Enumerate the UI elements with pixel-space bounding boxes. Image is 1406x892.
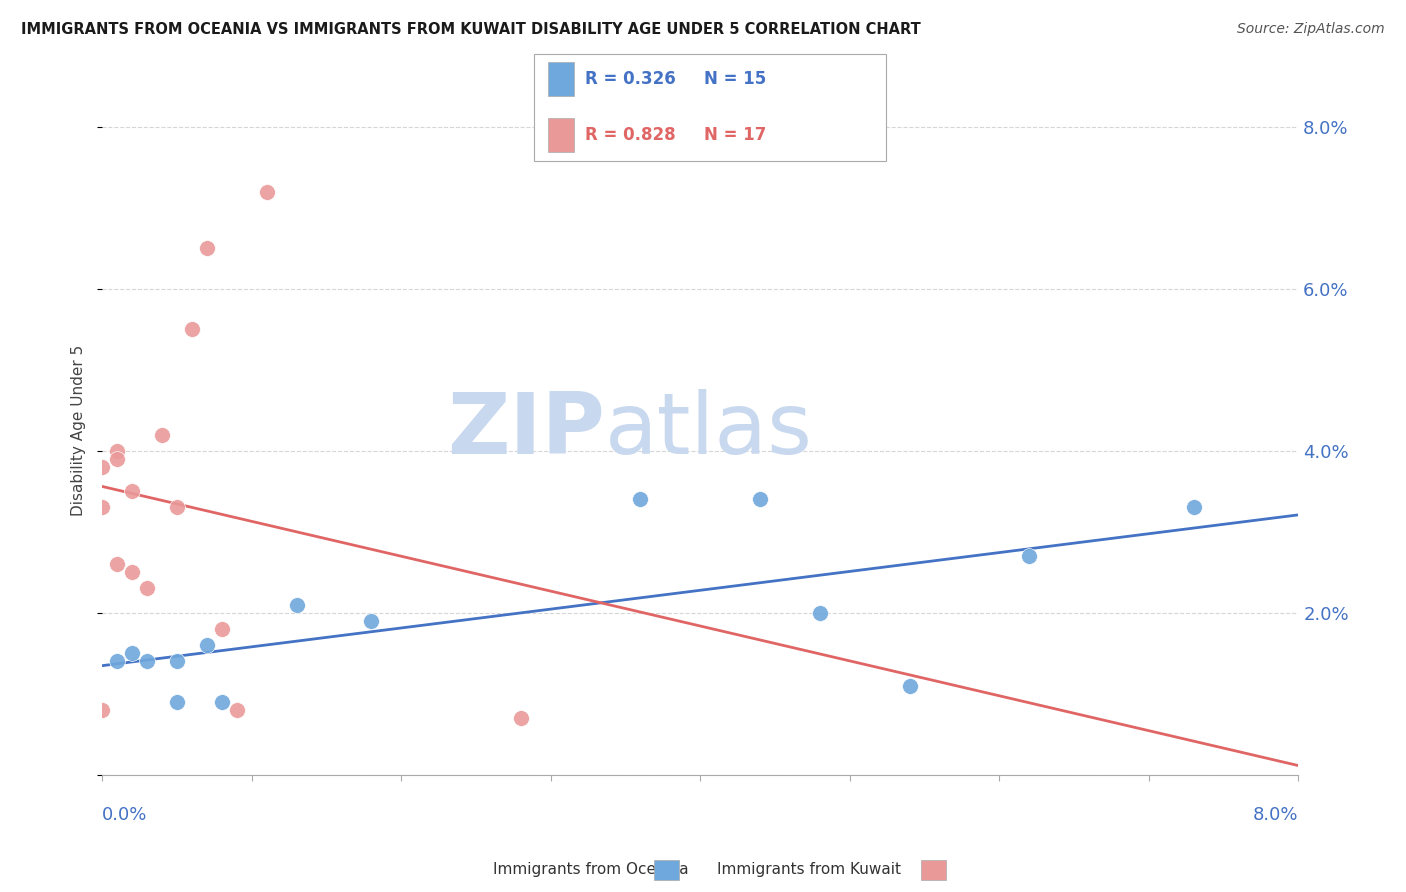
Point xyxy=(256,185,278,199)
Point xyxy=(136,582,159,596)
Text: R = 0.326: R = 0.326 xyxy=(585,70,676,88)
Point xyxy=(121,565,143,579)
Point xyxy=(1182,500,1205,515)
Point xyxy=(105,443,128,458)
Point xyxy=(91,459,114,474)
Point xyxy=(630,492,652,507)
Text: 8.0%: 8.0% xyxy=(1253,805,1298,823)
Point xyxy=(121,646,143,660)
Point xyxy=(211,695,233,709)
Text: ZIP: ZIP xyxy=(447,389,605,472)
Point xyxy=(121,484,143,499)
Point xyxy=(166,500,188,515)
Y-axis label: Disability Age Under 5: Disability Age Under 5 xyxy=(72,345,86,516)
Point xyxy=(166,654,188,668)
Point xyxy=(105,451,128,466)
Point xyxy=(808,606,831,620)
Point xyxy=(181,322,204,336)
Point xyxy=(509,711,531,725)
Text: R = 0.828: R = 0.828 xyxy=(585,126,675,144)
Text: Immigrants from Kuwait: Immigrants from Kuwait xyxy=(717,863,901,877)
Point xyxy=(285,598,308,612)
Point xyxy=(195,241,218,255)
Point xyxy=(211,622,233,636)
Text: atlas: atlas xyxy=(605,389,813,472)
Text: Immigrants from Oceania: Immigrants from Oceania xyxy=(494,863,689,877)
Point xyxy=(105,557,128,571)
Text: N = 15: N = 15 xyxy=(704,70,766,88)
Text: N = 17: N = 17 xyxy=(704,126,766,144)
Point xyxy=(898,679,921,693)
Text: IMMIGRANTS FROM OCEANIA VS IMMIGRANTS FROM KUWAIT DISABILITY AGE UNDER 5 CORRELA: IMMIGRANTS FROM OCEANIA VS IMMIGRANTS FR… xyxy=(21,22,921,37)
Point xyxy=(749,492,772,507)
Point xyxy=(1018,549,1040,563)
Point xyxy=(105,654,128,668)
Point xyxy=(360,614,382,628)
Point xyxy=(136,654,159,668)
Point xyxy=(195,638,218,652)
Point xyxy=(150,427,173,442)
Text: 0.0%: 0.0% xyxy=(103,805,148,823)
Point xyxy=(225,703,247,717)
Point xyxy=(91,703,114,717)
Point xyxy=(91,500,114,515)
Point xyxy=(166,695,188,709)
Text: Source: ZipAtlas.com: Source: ZipAtlas.com xyxy=(1237,22,1385,37)
